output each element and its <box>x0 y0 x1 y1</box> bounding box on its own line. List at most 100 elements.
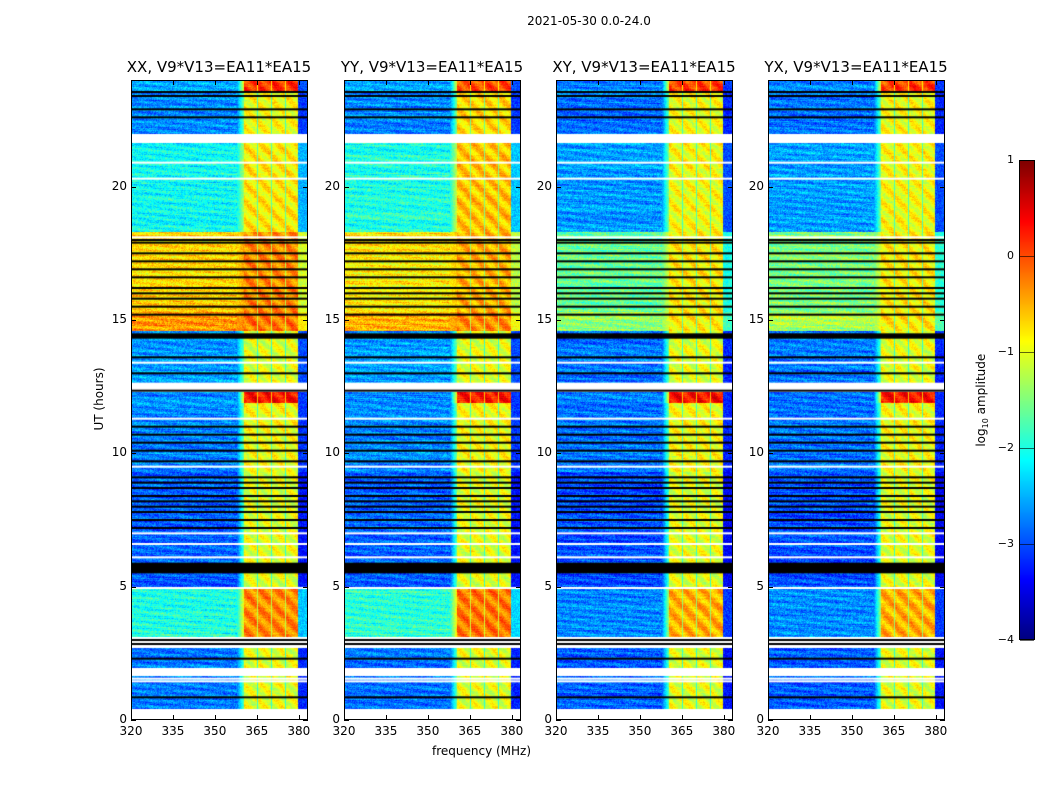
x-tick-mark <box>556 715 557 720</box>
y-tick-mark <box>516 720 521 721</box>
y-tick-mark <box>303 320 308 321</box>
x-tick-mark <box>639 80 641 85</box>
y-tick-mark <box>940 453 945 455</box>
y-tick-label: 5 <box>332 578 340 593</box>
y-tick-mark <box>344 453 349 455</box>
x-tick-mark <box>298 715 300 720</box>
x-tick-label: 320 <box>544 724 568 738</box>
x-tick-label: 350 <box>416 724 440 738</box>
x-tick-mark <box>681 80 683 85</box>
x-tick-mark <box>469 715 471 720</box>
x-tick-label: 380 <box>712 724 736 738</box>
x-tick-mark <box>893 715 895 720</box>
y-tick-label: 15 <box>111 312 127 326</box>
figure-title: 2021-05-30 0.0-24.0 <box>527 14 651 28</box>
x-tick-mark <box>256 80 258 85</box>
x-tick-mark <box>427 715 429 720</box>
colorbar-tick-label: −2 <box>997 441 1014 454</box>
x-tick-mark <box>172 80 174 85</box>
y-tick-mark <box>940 720 945 721</box>
x-tick-mark <box>427 80 429 85</box>
x-tick-mark <box>511 715 513 720</box>
heatmap-panel <box>768 80 945 720</box>
panel-title: XY, V9*V13=EA11*EA15 <box>552 58 736 76</box>
colorbar-tick-label: −3 <box>997 537 1014 550</box>
x-tick-label: 320 <box>119 724 143 738</box>
y-tick-mark <box>344 586 349 588</box>
y-tick-label: 20 <box>111 178 127 193</box>
panel-title: YY, V9*V13=EA11*EA15 <box>340 58 524 76</box>
panel-title: YX, V9*V13=EA11*EA15 <box>764 58 948 76</box>
y-tick-mark <box>768 586 773 588</box>
x-tick-label: 380 <box>287 724 311 738</box>
panel-title: XX, V9*V13=EA11*EA15 <box>126 58 312 76</box>
y-tick-mark <box>556 586 561 588</box>
x-tick-label: 335 <box>374 724 398 738</box>
y-tick-mark <box>516 586 521 588</box>
x-tick-mark <box>681 715 683 720</box>
y-tick-mark <box>768 320 773 321</box>
y-tick-mark <box>556 720 561 721</box>
x-tick-mark <box>214 80 216 85</box>
x-tick-label: 365 <box>882 724 906 738</box>
y-tick-label: 20 <box>748 178 764 193</box>
y-tick-mark <box>303 586 308 588</box>
x-tick-label: 335 <box>586 724 610 738</box>
x-tick-label: 350 <box>840 724 864 738</box>
y-tick-mark <box>131 720 136 721</box>
y-tick-label: 10 <box>536 445 552 460</box>
y-tick-mark <box>303 453 308 455</box>
heatmap-image <box>556 80 733 720</box>
colorbar-tick-mark <box>1020 544 1034 545</box>
heatmap-panel <box>344 80 521 720</box>
y-tick-label: 5 <box>119 578 127 593</box>
x-tick-mark <box>469 80 471 85</box>
y-tick-mark <box>344 186 349 188</box>
y-tick-label: 0 <box>119 712 127 726</box>
colorbar-label-rest: amplitude <box>973 353 988 419</box>
colorbar-tick-mark <box>1020 448 1034 449</box>
x-axis-label: frequency (MHz) <box>432 744 532 758</box>
y-tick-label: 15 <box>324 312 340 326</box>
x-tick-mark <box>935 715 937 720</box>
colorbar-tick-mark <box>1020 256 1034 257</box>
y-tick-mark <box>728 320 733 321</box>
y-tick-label: 20 <box>324 178 340 193</box>
y-tick-label: 5 <box>544 578 552 593</box>
x-tick-mark <box>214 715 216 720</box>
x-tick-mark <box>851 715 853 720</box>
y-tick-mark <box>344 720 349 721</box>
x-tick-mark <box>131 715 132 720</box>
y-tick-mark <box>556 453 561 455</box>
x-tick-label: 335 <box>161 724 185 738</box>
y-tick-mark <box>516 453 521 455</box>
y-tick-mark <box>728 720 733 721</box>
y-tick-mark <box>556 186 561 188</box>
y-tick-mark <box>516 186 521 188</box>
x-tick-mark <box>172 715 174 720</box>
x-tick-mark <box>809 80 811 85</box>
x-tick-label: 320 <box>756 724 780 738</box>
x-tick-label: 380 <box>500 724 524 738</box>
colorbar-label-log: log <box>973 428 988 447</box>
x-tick-mark <box>639 715 641 720</box>
y-tick-mark <box>768 720 773 721</box>
y-tick-label: 0 <box>332 712 340 726</box>
colorbar-label: log10 amplitude <box>974 350 990 450</box>
x-tick-label: 320 <box>332 724 356 738</box>
x-tick-mark <box>385 80 387 85</box>
colorbar-tick-label: −1 <box>997 345 1014 358</box>
heatmap-panel <box>556 80 733 720</box>
x-tick-mark <box>344 80 345 85</box>
y-tick-mark <box>303 720 308 721</box>
heatmap-image <box>344 80 521 720</box>
x-tick-label: 350 <box>203 724 227 738</box>
x-tick-mark <box>131 80 132 85</box>
y-tick-label: 15 <box>536 312 552 326</box>
x-tick-mark <box>768 80 769 85</box>
y-tick-mark <box>728 186 733 188</box>
y-tick-label: 5 <box>756 578 764 593</box>
x-tick-mark <box>723 715 725 720</box>
x-tick-label: 350 <box>628 724 652 738</box>
